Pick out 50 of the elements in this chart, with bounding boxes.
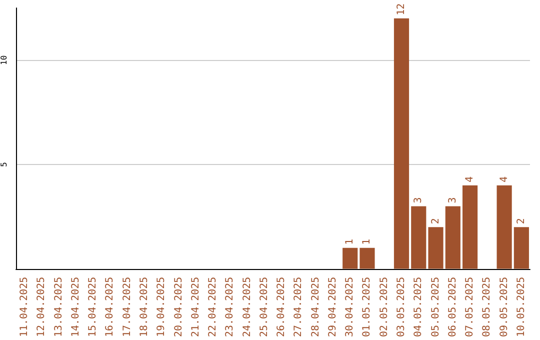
x-tick-label: 20.04.2025 — [173, 276, 184, 338]
x-tick-label: 09.05.2025 — [498, 276, 510, 338]
x-tick-label: 27.04.2025 — [293, 276, 304, 338]
x-tick-label: 10.05.2025 — [516, 276, 527, 338]
bar — [445, 206, 460, 269]
data-label: 2 — [430, 218, 442, 224]
data-label: 1 — [362, 238, 373, 245]
x-tick-label: 28.04.2025 — [310, 276, 322, 338]
x-tick-label: 24.04.2025 — [242, 276, 253, 338]
x-tick-label: 12.04.2025 — [36, 276, 48, 338]
x-tick-label: 05.05.2025 — [430, 276, 442, 338]
x-tick-label: 29.04.2025 — [327, 276, 338, 338]
data-label: 3 — [413, 197, 424, 204]
data-label: 4 — [464, 176, 476, 182]
x-tick-label: 15.04.2025 — [88, 276, 99, 338]
y-tick-label: 10 — [0, 55, 8, 65]
bar — [360, 248, 375, 269]
data-label: 12 — [396, 3, 407, 16]
x-tick-label: 04.05.2025 — [413, 276, 424, 338]
x-tick-label: 18.04.2025 — [139, 276, 150, 338]
bar — [428, 227, 444, 269]
x-tick-label: 01.05.2025 — [362, 276, 373, 338]
x-tick-label: 19.04.2025 — [156, 276, 168, 338]
bar — [411, 206, 426, 269]
x-tick-label: 23.04.2025 — [224, 276, 236, 338]
x-tick-label: 30.04.2025 — [344, 276, 356, 338]
x-tick-label: 22.04.2025 — [208, 276, 219, 338]
data-label: 4 — [498, 176, 510, 182]
x-tick-label: 03.05.2025 — [396, 276, 407, 338]
data-label: 1 — [344, 238, 356, 245]
bar — [462, 185, 478, 269]
bar — [514, 227, 529, 269]
x-tick-label: 25.04.2025 — [258, 276, 270, 338]
x-tick-label: 21.04.2025 — [190, 276, 202, 338]
y-tick-label: 5 — [0, 162, 8, 167]
x-tick-label: 17.04.2025 — [122, 276, 133, 338]
bar — [394, 18, 410, 269]
x-tick-label: 16.04.2025 — [104, 276, 116, 338]
x-tick-label: 07.05.2025 — [464, 276, 476, 338]
data-label: 2 — [516, 218, 527, 224]
x-tick-label: 08.05.2025 — [482, 276, 493, 338]
x-tick-label: 02.05.2025 — [378, 276, 390, 338]
x-tick-label: 14.04.2025 — [70, 276, 82, 338]
bar — [342, 248, 358, 269]
x-tick-label: 13.04.2025 — [53, 276, 64, 338]
x-tick-label: 06.05.2025 — [447, 276, 458, 338]
x-tick-label: 11.04.2025 — [19, 276, 30, 338]
data-label: 3 — [447, 197, 458, 204]
bar — [496, 185, 512, 269]
x-tick-label: 26.04.2025 — [276, 276, 288, 338]
